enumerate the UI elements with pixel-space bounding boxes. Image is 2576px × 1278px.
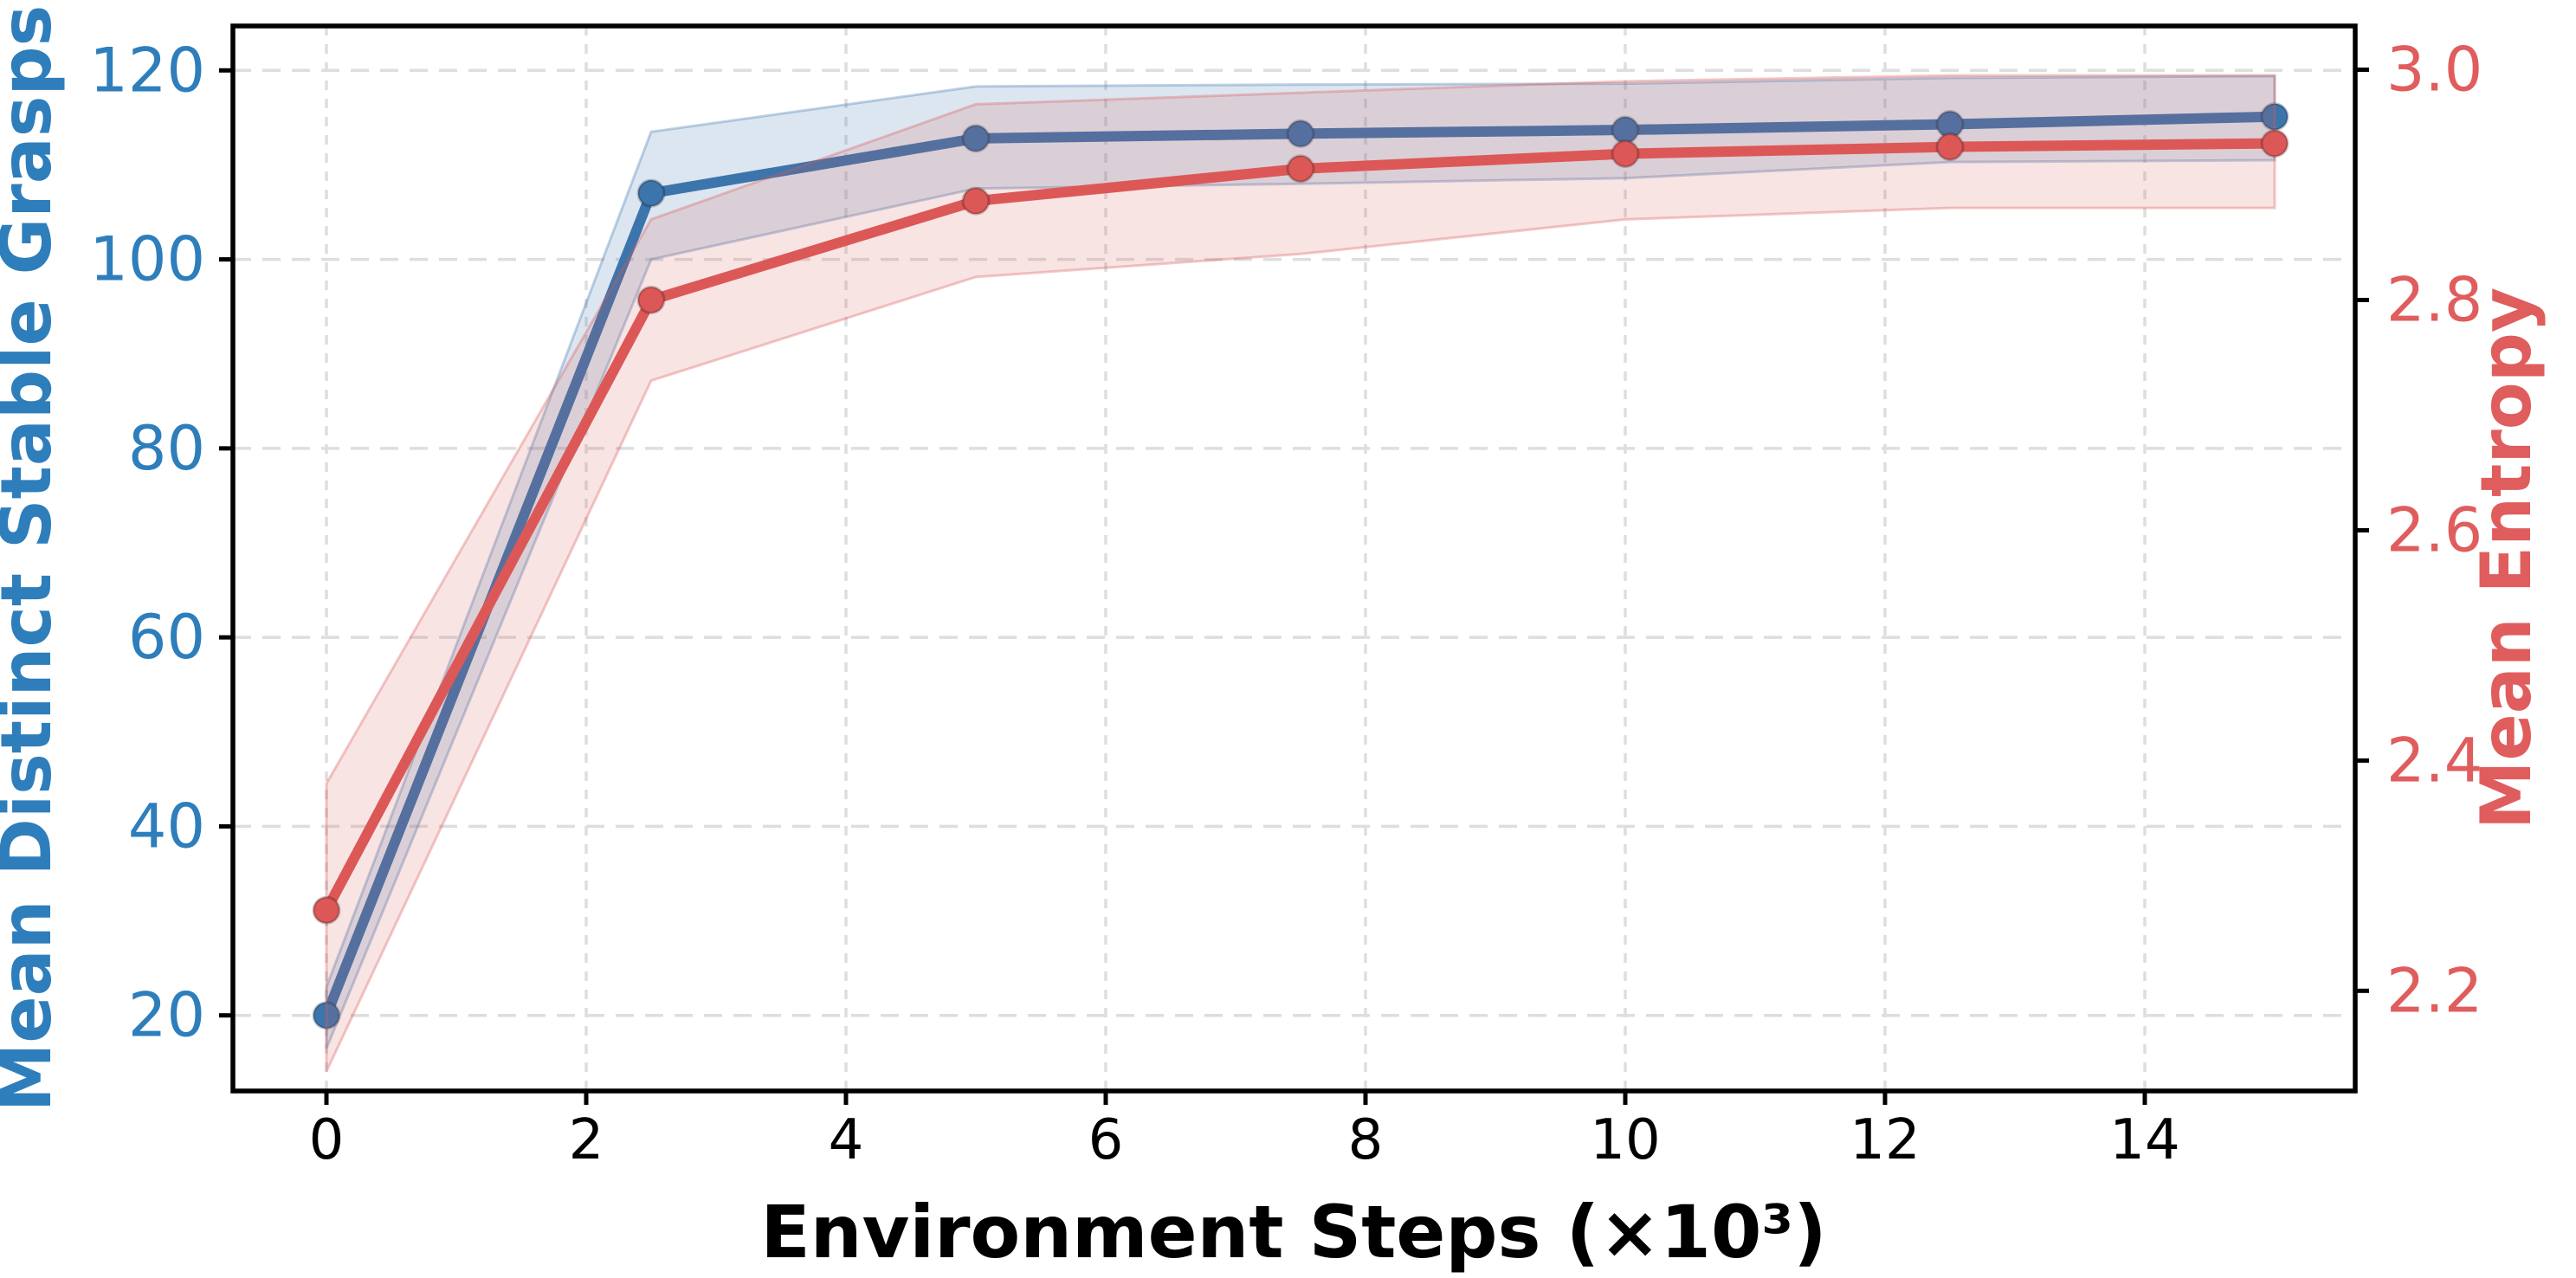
data-point-grasps-3 (1286, 119, 1315, 148)
y-tick-label-left: 40 (128, 791, 205, 862)
series-layer (312, 74, 2289, 1073)
data-point-entropy-4 (1611, 139, 1640, 169)
data-point-grasps-6 (2260, 102, 2289, 132)
y-tick-label-left: 20 (128, 980, 205, 1051)
y-axis-label-left: Mean Distinct Stable Grasps (0, 5, 67, 1112)
axes-spines (230, 23, 2358, 1094)
data-point-entropy-3 (1286, 154, 1315, 184)
data-point-grasps-2 (961, 124, 991, 153)
data-point-grasps-0 (312, 1001, 341, 1030)
y-tick-label-left: 60 (128, 602, 205, 673)
y-tick-label-right: 3.0 (2386, 35, 2482, 106)
grid-layer (233, 26, 2355, 1091)
data-point-entropy-5 (1935, 132, 1965, 162)
confidence-band-entropy (325, 74, 2276, 1073)
x-tick-label: 12 (1850, 1108, 1920, 1172)
y-tick-label-left: 100 (89, 224, 205, 295)
y-tick-label-right: 2.4 (2386, 725, 2482, 796)
x-tick-label: 8 (1348, 1108, 1384, 1172)
confidence-band-grasps (325, 74, 2276, 1049)
y-tick-label-right: 2.8 (2386, 264, 2482, 335)
data-point-entropy-2 (961, 186, 991, 216)
data-point-entropy-1 (636, 285, 666, 314)
data-point-entropy-0 (312, 895, 341, 925)
y-axis-label-right: Mean Entropy (2466, 287, 2547, 829)
data-point-entropy-6 (2260, 129, 2289, 158)
x-axis-label: Environment Steps (×10³) (760, 1190, 1826, 1275)
x-tick-label: 6 (1088, 1108, 1124, 1172)
y-tick-label-left: 120 (89, 35, 205, 106)
x-tick-label: 0 (309, 1108, 345, 1172)
x-tick-label: 4 (829, 1108, 864, 1172)
y-tick-label-right: 2.2 (2386, 955, 2482, 1026)
x-tick-label: 2 (569, 1108, 604, 1172)
y-tick-label-right: 2.6 (2386, 494, 2482, 565)
x-tick-label: 10 (1590, 1108, 1660, 1172)
plot-border (230, 23, 2358, 1094)
tick-layer (219, 68, 2369, 1105)
y-tick-label-left: 80 (128, 413, 205, 484)
tick-label-layer: 20 40 60 80 100 120 2.2 2.4 2.6 2.8 3.0 0 2 4 6 8 10 12 14 (89, 35, 2482, 1172)
data-point-grasps-1 (636, 178, 666, 208)
x-tick-label: 14 (2109, 1108, 2179, 1172)
